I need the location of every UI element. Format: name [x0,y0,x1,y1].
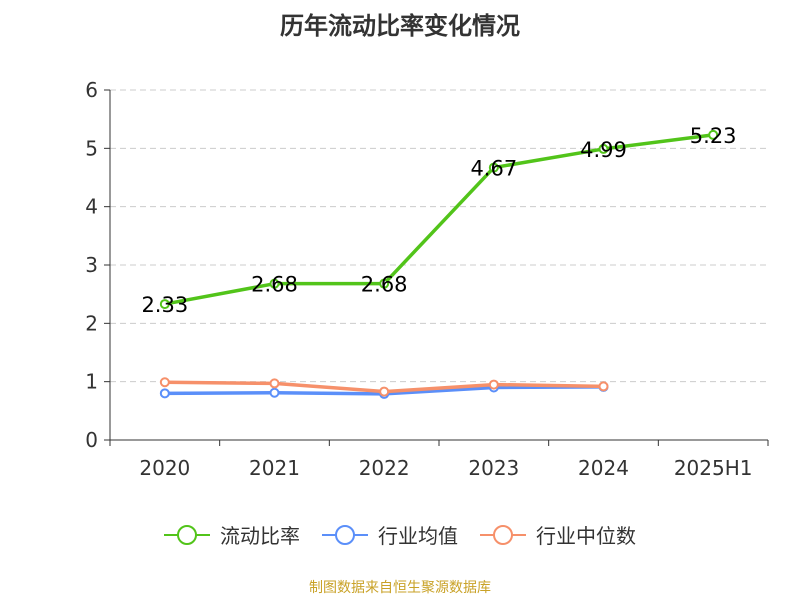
data-label-2020: 2.33 [141,293,188,317]
legend-label-2: 行业均值 [378,524,458,548]
chart-title: 历年流动比率变化情况 [280,12,520,40]
x-tick-label-2025H1: 2025H1 [674,456,753,480]
series-1-point-3 [488,162,499,173]
series-2-point-0 [159,388,170,399]
legend-marker-3 [493,524,513,545]
series-3-point-1 [269,378,280,389]
legend-item-2[interactable]: 行业均值 [322,520,458,549]
data-label-2022: 2.68 [361,273,408,297]
x-tick-label-2022: 2022 [359,456,410,480]
data-label-2024: 4.99 [580,138,627,162]
series-line-1 [164,133,714,306]
x-tick-label-2024: 2024 [578,456,629,480]
series-1-point-0 [159,299,170,310]
y-tick-label-0: 0 [85,428,98,452]
series-1-point-1 [269,278,280,289]
series-2-point-1 [269,387,280,398]
data-label-2025H1: 5.23 [690,124,737,148]
legend-label-1: 流动比率 [220,524,300,548]
legend-item-1[interactable]: 流动比率 [164,520,300,549]
x-tick-label-2021: 2021 [249,456,300,480]
axes: 0 1 2 3 4 5 6 2020 2021 2022 2023 2024 2025H1 [85,78,769,480]
x-tick-label-2020: 2020 [139,456,190,480]
y-tick-label-1: 1 [85,370,98,394]
data-labels: 2.33 2.68 2.68 4.67 4.99 5.23 [141,124,736,317]
series-1-point-5 [708,129,719,140]
data-label-2021: 2.68 [251,273,298,297]
series-lines [159,129,719,399]
y-tick-label-6: 6 [85,78,98,102]
series-3-point-3 [488,379,499,390]
y-tick-label-2: 2 [85,311,98,335]
data-label-2023: 4.67 [470,157,517,181]
legend: 流动比率 行业均值 行业中位数 [0,520,800,549]
y-tick-label-3: 3 [85,253,98,277]
legend-marker-1 [177,524,197,545]
legend-swatch-1 [164,524,210,545]
series-1-point-4 [598,143,609,154]
series-3-point-2 [379,386,390,397]
series-3-point-0 [159,377,170,388]
legend-item-3[interactable]: 行业中位数 [480,520,636,549]
series-3-point-4 [598,381,609,392]
legend-swatch-3 [480,524,526,545]
y-tick-label-4: 4 [85,195,98,219]
grid-lines [110,89,768,383]
y-tick-label-5: 5 [85,136,98,160]
legend-marker-2 [335,524,355,545]
source-note: 制图数据来自恒生聚源数据库 [309,580,491,596]
series-1-point-2 [379,278,390,289]
x-tick-label-2023: 2023 [468,456,519,480]
legend-swatch-2 [322,524,368,545]
legend-label-3: 行业中位数 [536,524,636,548]
